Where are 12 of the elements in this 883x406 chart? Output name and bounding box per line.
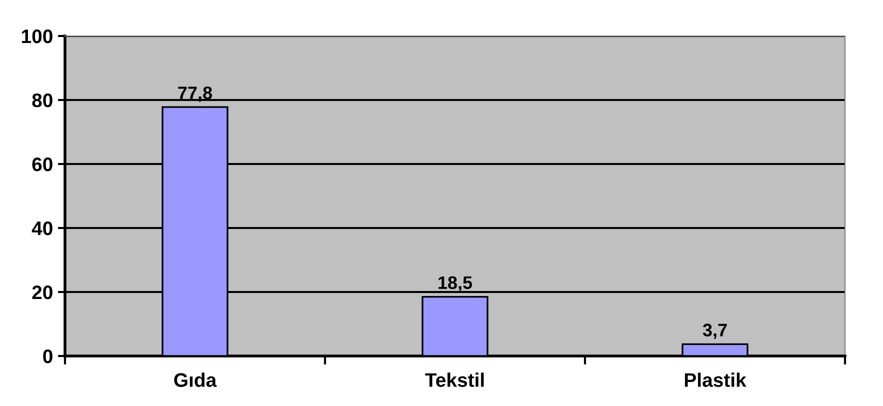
y-tick-label: 20 [32, 285, 52, 300]
data-label: 18,5 [438, 276, 472, 292]
data-label: 77,8 [178, 86, 212, 102]
y-tick-label: 40 [32, 221, 52, 236]
y-tick-label: 80 [32, 93, 52, 108]
data-label: 3,7 [702, 324, 727, 340]
y-tick-label: 100 [22, 29, 52, 44]
y-tick-label: 60 [32, 157, 52, 172]
x-tick-label: Gıda [174, 372, 217, 387]
x-tick-label: Plastik [684, 372, 746, 387]
y-tick-label: 0 [43, 349, 52, 364]
x-tick-label: Tekstil [425, 372, 484, 387]
